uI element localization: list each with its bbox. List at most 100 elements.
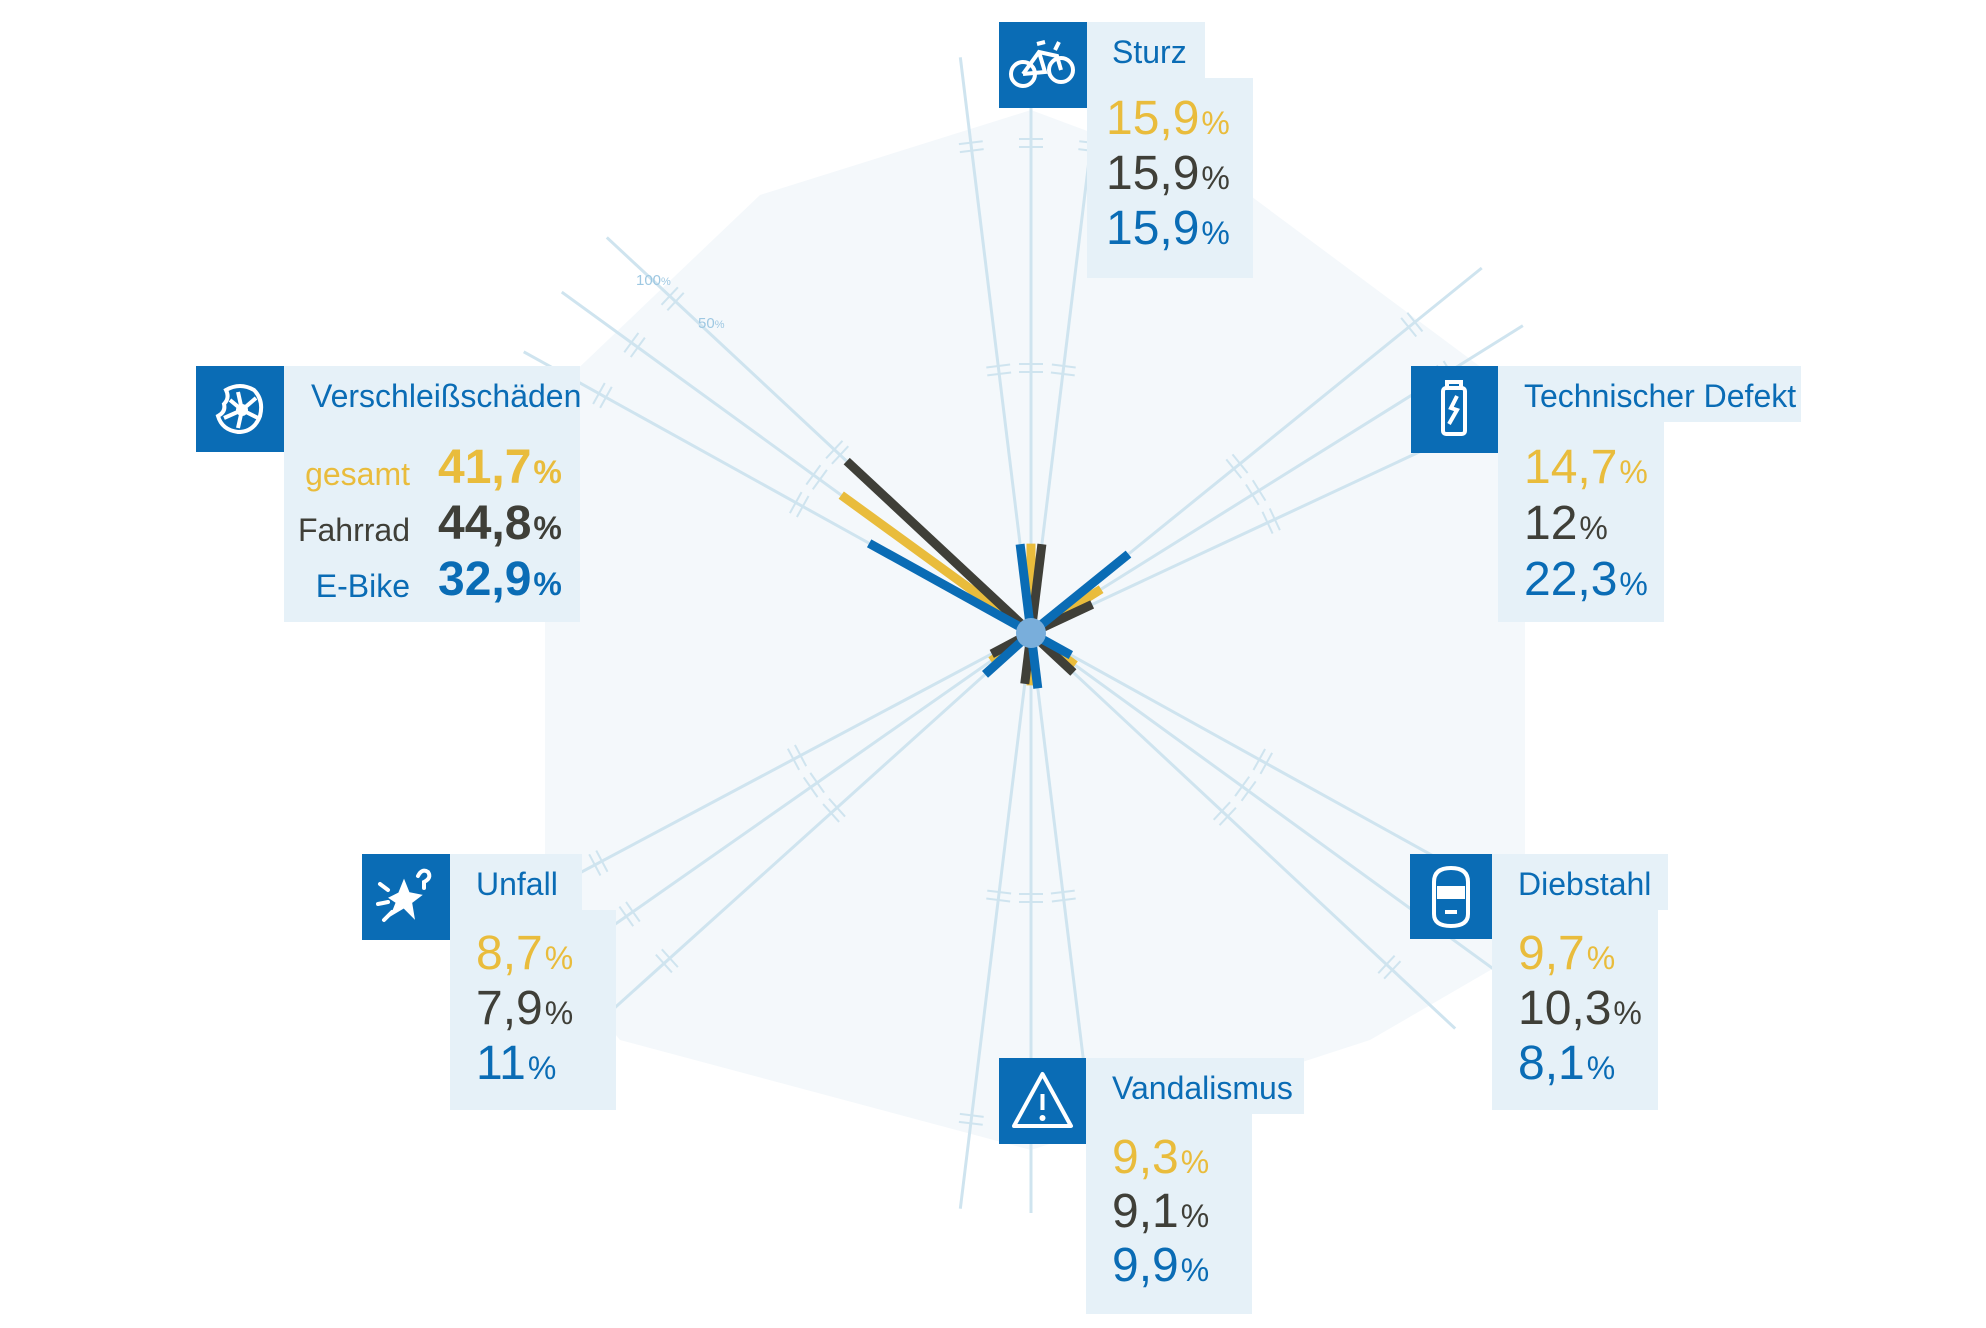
grid-break-mark xyxy=(629,337,646,358)
grid-spoke-unfall-gesamt xyxy=(555,631,1032,967)
grid-break-mark xyxy=(959,148,984,154)
bar-verschleiss-ebike xyxy=(866,539,1042,642)
grid-spoke-unfall-fahrrad xyxy=(518,631,1032,907)
grid-break-mark xyxy=(661,948,679,968)
diebstahl-ebike-value: 8,1% xyxy=(1518,1037,1616,1090)
unfall-ebike-value: 11% xyxy=(476,1037,557,1090)
grid-break-mark xyxy=(623,332,640,353)
grid-break-mark xyxy=(660,286,679,306)
grid-break-mark xyxy=(825,440,844,460)
grid-break-mark xyxy=(1051,363,1076,369)
grid-spoke-sturz-ebike xyxy=(958,57,1033,634)
grid-break-mark xyxy=(1050,371,1075,377)
grid-break-mark xyxy=(1050,889,1075,895)
grid-break-mark xyxy=(1240,780,1257,802)
grid-break-mark xyxy=(666,292,685,312)
grid-break-mark xyxy=(1252,748,1266,771)
diebstahl-gesamt-value: 9,7% xyxy=(1518,927,1616,980)
grid-break-mark xyxy=(1218,806,1237,826)
technischer-defekt-ebike-value: 22,3% xyxy=(1524,553,1648,606)
chart-center-dot xyxy=(1016,618,1046,648)
unfall-title: Unfall xyxy=(476,866,558,902)
broken-part-icon xyxy=(1441,380,1467,436)
grid-break-mark xyxy=(796,495,810,518)
crash-icon xyxy=(376,868,432,922)
grid-break-mark xyxy=(655,953,673,974)
grid-break-mark xyxy=(1406,312,1424,333)
legend-fahrrad-label: Fahrrad xyxy=(297,512,410,548)
grid-break-mark xyxy=(599,386,613,409)
vandalismus-icon-box xyxy=(999,1058,1086,1144)
legend-ebike-label: E-Bike xyxy=(315,568,410,604)
grid-break-mark xyxy=(1400,317,1418,338)
verschleiss-ebike-value: 32,9% xyxy=(438,553,562,606)
grid-break-mark xyxy=(802,776,819,798)
grid-break-mark xyxy=(1212,801,1231,821)
verschleiss-values-panel xyxy=(284,422,580,622)
sturz-values-panel xyxy=(1087,78,1253,278)
grid-break-mark xyxy=(1383,960,1402,980)
verschleiss-fahrrad-value: 44,8% xyxy=(438,497,562,550)
grid-break-mark xyxy=(1234,776,1251,797)
grid-spoke-vandalismus-fahrrad xyxy=(958,632,1033,1209)
sturz-title: Sturz xyxy=(1112,34,1187,70)
grid-break-mark xyxy=(986,897,1011,903)
grid-break-mark xyxy=(595,850,609,873)
verschleiss-gesamt-value: 41,7% xyxy=(438,441,562,494)
grid-break-mark xyxy=(987,371,1012,377)
grid-break-mark xyxy=(1377,954,1396,974)
grid-break-mark xyxy=(822,803,840,823)
grid-break-mark xyxy=(588,853,602,876)
grid-spoke-unfall-ebike xyxy=(598,631,1033,1023)
grid-break-mark xyxy=(1268,508,1281,531)
thief-mask-icon xyxy=(1432,865,1470,929)
grid-break-mark xyxy=(1231,453,1249,474)
grid-break-mark xyxy=(805,464,822,486)
unfall-panel xyxy=(450,854,582,910)
technischer-defekt-gesamt-value: 14,7% xyxy=(1524,441,1648,494)
vandalismus-panel xyxy=(1086,1058,1304,1114)
warning-icon xyxy=(1012,1072,1073,1128)
sturz-ebike-value: 15,9% xyxy=(1106,202,1230,255)
grid-break-mark xyxy=(786,748,801,771)
legend-gesamt-label: gesamt xyxy=(305,456,410,492)
grid-break-mark xyxy=(831,445,850,465)
diebstahl-fahrrad-value: 10,3% xyxy=(1518,982,1642,1035)
diebstahl-title: Diebstahl xyxy=(1518,866,1652,902)
technischer-defekt-title: Technischer Defekt xyxy=(1524,378,1797,414)
scale-label-100: 100% xyxy=(636,272,671,289)
diebstahl-values-panel xyxy=(1492,910,1658,1110)
grid-break-mark xyxy=(959,1112,984,1118)
verschleiss-title: Verschleißschäden xyxy=(311,378,582,414)
grid-break-mark xyxy=(1261,511,1274,534)
grid-break-mark xyxy=(986,363,1011,369)
worn-wheel-icon xyxy=(215,384,264,435)
sturz-gesamt-value: 15,9% xyxy=(1106,92,1230,145)
grid-spoke-diebstahl-fahrrad xyxy=(1029,631,1457,1030)
unfall-values-panel xyxy=(450,910,616,1110)
sturz-panel xyxy=(1087,22,1205,78)
vandalismus-fahrrad-value: 9,1% xyxy=(1112,1185,1210,1238)
unfall-gesamt-value: 8,7% xyxy=(476,927,574,980)
vandalismus-title: Vandalismus xyxy=(1112,1070,1293,1106)
technischer-defekt-values-panel xyxy=(1498,422,1664,622)
verschleiss-panel xyxy=(284,366,580,422)
grid-break-mark xyxy=(809,772,825,794)
grid-break-mark xyxy=(1245,483,1260,506)
grid-break-mark xyxy=(618,905,635,927)
bar-verschleiss-fahrrad xyxy=(843,457,1042,644)
unfall-fahrrad-value: 7,9% xyxy=(476,982,574,1035)
grid-break-mark xyxy=(625,901,641,923)
technischer-defekt-fahrrad-value: 12% xyxy=(1524,497,1608,550)
grid-break-mark xyxy=(1251,479,1267,502)
vandalismus-gesamt-value: 9,3% xyxy=(1112,1131,1210,1184)
vandalismus-values-panel xyxy=(1086,1114,1252,1314)
grid-break-mark xyxy=(987,889,1012,895)
grid-break-mark xyxy=(828,798,846,818)
technischer-defekt-panel xyxy=(1498,366,1801,422)
grid-break-mark xyxy=(958,140,983,146)
sturz-icon-box xyxy=(999,22,1087,108)
vandalismus-ebike-value: 9,9% xyxy=(1112,1239,1210,1292)
grid-break-mark xyxy=(1051,897,1076,903)
